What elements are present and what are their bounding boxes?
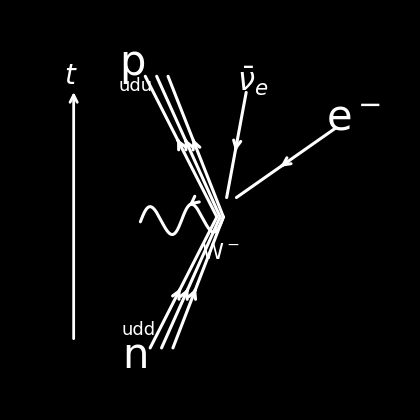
Text: $\bar{\nu}_e$: $\bar{\nu}_e$ (237, 65, 268, 98)
Text: n: n (122, 335, 149, 377)
Text: W$^-$: W$^-$ (201, 242, 239, 262)
Text: $t$: $t$ (63, 62, 77, 90)
Text: p: p (119, 42, 145, 84)
Text: udu: udu (118, 77, 152, 95)
Text: e$^-$: e$^-$ (326, 97, 381, 139)
Text: udd: udd (122, 321, 156, 339)
